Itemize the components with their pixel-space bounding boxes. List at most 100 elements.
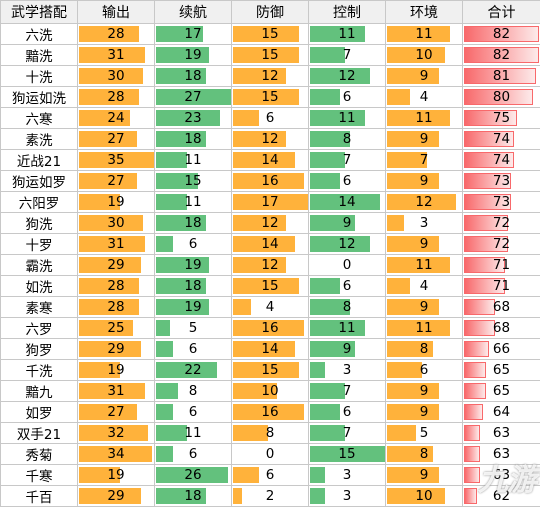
environment-cell: 5 bbox=[386, 423, 463, 444]
build-name-cell: 狗洗 bbox=[1, 213, 78, 234]
sustain-value: 17 bbox=[155, 24, 231, 44]
defense-cell: 4 bbox=[232, 297, 309, 318]
defense-value: 14 bbox=[232, 339, 308, 359]
output-value: 31 bbox=[78, 45, 154, 65]
header-row: 武学搭配 输出 续航 防御 控制 环境 合计 bbox=[1, 1, 540, 24]
build-name-cell: 六寒 bbox=[1, 108, 78, 129]
control-value: 8 bbox=[309, 129, 385, 149]
sustain-cell: 17 bbox=[155, 24, 232, 45]
sustain-cell: 19 bbox=[155, 297, 232, 318]
defense-value: 6 bbox=[232, 108, 308, 128]
control-value: 3 bbox=[309, 465, 385, 485]
total-value: 66 bbox=[463, 339, 540, 359]
output-cell: 29 bbox=[78, 339, 155, 360]
build-name-cell: 十洗 bbox=[1, 66, 78, 87]
defense-cell: 15 bbox=[232, 87, 309, 108]
control-value: 9 bbox=[309, 339, 385, 359]
output-cell: 31 bbox=[78, 234, 155, 255]
environment-value: 4 bbox=[386, 276, 462, 296]
environment-value: 11 bbox=[386, 318, 462, 338]
control-value: 3 bbox=[309, 486, 385, 506]
total-value: 72 bbox=[463, 213, 540, 233]
output-value: 29 bbox=[78, 486, 154, 506]
total-cell: 71 bbox=[463, 276, 540, 297]
control-cell: 14 bbox=[309, 192, 386, 213]
total-cell: 80 bbox=[463, 87, 540, 108]
build-name-cell: 如罗 bbox=[1, 402, 78, 423]
build-name-cell: 双手21 bbox=[1, 423, 78, 444]
environment-cell: 9 bbox=[386, 129, 463, 150]
environment-cell: 11 bbox=[386, 108, 463, 129]
control-cell: 8 bbox=[309, 297, 386, 318]
environment-cell: 9 bbox=[386, 234, 463, 255]
total-value: 65 bbox=[463, 360, 540, 380]
control-cell: 7 bbox=[309, 423, 386, 444]
output-value: 31 bbox=[78, 381, 154, 401]
environment-value: 6 bbox=[386, 360, 462, 380]
control-value: 11 bbox=[309, 318, 385, 338]
output-cell: 19 bbox=[78, 192, 155, 213]
output-cell: 29 bbox=[78, 255, 155, 276]
output-cell: 34 bbox=[78, 444, 155, 465]
header-control: 控制 bbox=[309, 1, 386, 24]
total-cell: 74 bbox=[463, 129, 540, 150]
sustain-value: 15 bbox=[155, 171, 231, 191]
build-name-cell: 黯九 bbox=[1, 381, 78, 402]
control-value: 11 bbox=[309, 24, 385, 44]
control-value: 6 bbox=[309, 171, 385, 191]
total-cell: 71 bbox=[463, 255, 540, 276]
control-cell: 12 bbox=[309, 66, 386, 87]
environment-value: 9 bbox=[386, 129, 462, 149]
sustain-value: 18 bbox=[155, 66, 231, 86]
sustain-value: 11 bbox=[155, 423, 231, 443]
build-name-cell: 六洗 bbox=[1, 24, 78, 45]
defense-cell: 15 bbox=[232, 276, 309, 297]
build-name-cell: 黯洗 bbox=[1, 45, 78, 66]
sustain-value: 19 bbox=[155, 255, 231, 275]
defense-value: 0 bbox=[232, 444, 308, 464]
total-value: 73 bbox=[463, 192, 540, 212]
sustain-value: 18 bbox=[155, 129, 231, 149]
defense-value: 15 bbox=[232, 360, 308, 380]
output-cell: 25 bbox=[78, 318, 155, 339]
environment-cell: 11 bbox=[386, 255, 463, 276]
control-cell: 9 bbox=[309, 213, 386, 234]
control-cell: 7 bbox=[309, 45, 386, 66]
sustain-cell: 5 bbox=[155, 318, 232, 339]
control-cell: 15 bbox=[309, 444, 386, 465]
watermark-logo: 九游 bbox=[478, 455, 536, 499]
build-name-cell: 素寒 bbox=[1, 297, 78, 318]
control-cell: 6 bbox=[309, 171, 386, 192]
environment-cell: 12 bbox=[386, 192, 463, 213]
defense-value: 12 bbox=[232, 129, 308, 149]
defense-value: 4 bbox=[232, 297, 308, 317]
sustain-cell: 11 bbox=[155, 150, 232, 171]
output-cell: 19 bbox=[78, 465, 155, 486]
defense-value: 14 bbox=[232, 234, 308, 254]
total-value: 82 bbox=[463, 24, 540, 44]
environment-value: 8 bbox=[386, 444, 462, 464]
defense-cell: 8 bbox=[232, 423, 309, 444]
build-name-cell: 霸洗 bbox=[1, 255, 78, 276]
sustain-value: 5 bbox=[155, 318, 231, 338]
environment-value: 9 bbox=[386, 171, 462, 191]
environment-value: 9 bbox=[386, 402, 462, 422]
environment-value: 9 bbox=[386, 66, 462, 86]
sustain-value: 23 bbox=[155, 108, 231, 128]
defense-value: 15 bbox=[232, 276, 308, 296]
defense-value: 16 bbox=[232, 402, 308, 422]
environment-value: 9 bbox=[386, 297, 462, 317]
environment-value: 9 bbox=[386, 234, 462, 254]
header-output: 输出 bbox=[78, 1, 155, 24]
